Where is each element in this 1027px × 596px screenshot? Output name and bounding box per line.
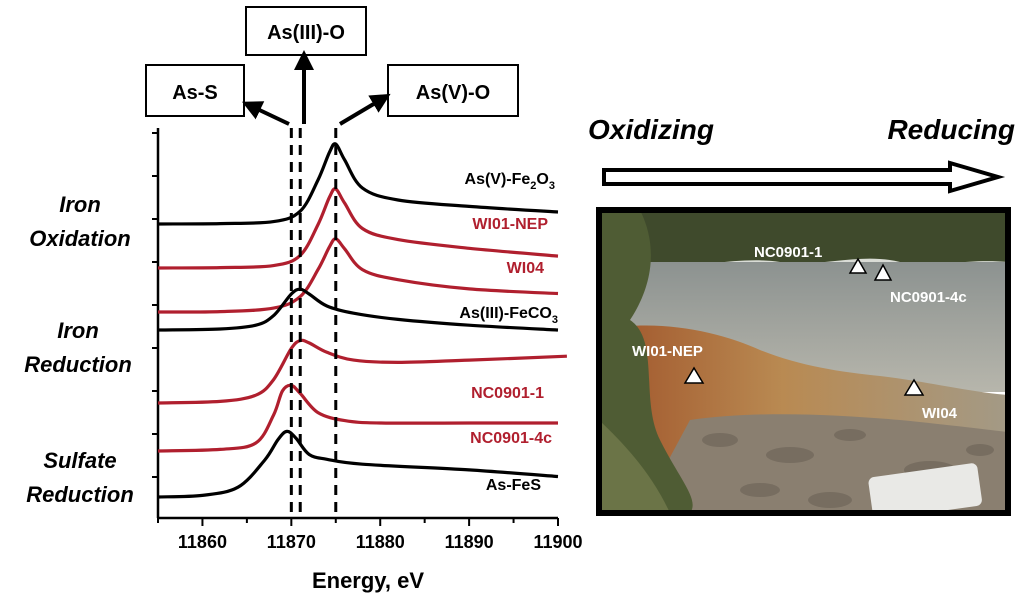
marker-nc0901-4c: [873, 263, 893, 281]
x-tick-label-11860: 11860: [178, 532, 227, 552]
group-label-sulfate-reduction-line1: Sulfate: [43, 448, 116, 473]
callout-text-as-s: As-S: [172, 82, 218, 104]
marker-wi01-nep: [683, 366, 705, 384]
arrow-as-s: [241, 101, 290, 126]
callout-as-v-o: As(V)-O: [338, 64, 519, 126]
marker-label-wi01-nep: WI01-NEP: [632, 343, 703, 360]
x-tick-marks: [157, 518, 559, 526]
series-line-nc0901-1: [157, 338, 567, 405]
series-label-asv-fe2o3: As(V)-Fe2O3: [465, 171, 555, 192]
series-label-wi01-nep: WI01-NEP: [472, 216, 548, 233]
x-tick-label-11890: 11890: [445, 532, 494, 552]
x-tick-label-11870: 11870: [267, 532, 316, 552]
series-line-wi04: [157, 237, 559, 314]
series-label-nc0901-1: NC0901-1: [471, 385, 544, 402]
marker-label-nc0901-4c: NC0901-4c: [890, 289, 967, 306]
group-label-iron-oxidation-line2: Oxidation: [29, 226, 130, 251]
series-line-as-iii-feco3: [157, 287, 559, 332]
group-label-iron-oxidation-line1: Iron: [59, 192, 101, 217]
reducing-label: Reducing: [887, 114, 1015, 145]
arrow-as-v-o: [338, 93, 391, 126]
callout-box-as-s: [145, 64, 245, 117]
y-tick-marks: [152, 132, 158, 478]
process-group-labels: Iron Oxidation Iron Reduction Sulfate Re…: [24, 192, 134, 507]
series-label-as-fes: As-FeS: [486, 477, 541, 494]
x-tick-label-11900: 11900: [533, 532, 582, 552]
photo-frame: [596, 207, 1011, 516]
photo-cooler-box: [868, 463, 982, 513]
marker-wi04: [903, 378, 925, 396]
series-line-as-v-fe2o3: [157, 142, 559, 226]
x-tick-label-11880: 11880: [356, 532, 405, 552]
plot-axes: [152, 128, 559, 526]
callout-as-iii-o: As(III)-O: [245, 6, 367, 124]
series-line-wi01-nep: [157, 187, 559, 270]
callout-as-s: As-S: [145, 64, 290, 126]
series-labels: As(V)-Fe2O3 WI01-NEP WI04 As(III)-FeCO3 …: [459, 171, 558, 494]
photo-vegetation-left: [599, 210, 693, 513]
photo-vegetation-front: [599, 420, 670, 513]
series-label-asiii-feco3: As(III)-FeCO3: [459, 305, 558, 326]
marker-label-nc0901-1: NC0901-1: [754, 244, 822, 261]
callout-box-as-v-o: [387, 64, 519, 117]
sample-site-markers: NC0901-1 NC0901-4c WI01-NEP WI04: [632, 244, 967, 422]
photo-far-trees: [599, 210, 1008, 270]
series-line-nc0901-4c: [157, 383, 558, 453]
x-axis-label: Energy, eV: [312, 568, 424, 593]
callout-box-as-iii-o: [245, 6, 367, 56]
group-label-iron-reduction-line1: Iron: [57, 318, 99, 343]
oxidizing-label: Oxidizing: [588, 114, 714, 145]
group-label-iron-reduction-line2: Reduction: [24, 352, 132, 377]
marker-label-wi04: WI04: [922, 405, 958, 422]
callout-text-as-iii-o: As(III)-O: [267, 22, 345, 44]
x-tick-labels: 11860 11870 11880 11890 11900: [178, 532, 583, 552]
group-label-sulfate-reduction-line2: Reduction: [26, 482, 134, 507]
series-label-wi04: WI04: [507, 260, 544, 277]
series-line-as-fes: [157, 429, 559, 499]
callout-text-as-v-o: As(V)-O: [416, 82, 490, 104]
series-label-nc0901-4c: NC0901-4c: [470, 430, 552, 447]
redox-gradient: Oxidizing Reducing: [588, 114, 1015, 194]
bond-callouts: As-S As(III)-O As(V)-O: [145, 6, 519, 126]
spectra-series: [157, 142, 567, 499]
reference-lines: [289, 128, 338, 518]
marker-nc0901-1: [848, 257, 868, 274]
gradient-arrow: [602, 160, 1006, 194]
field-photo: NC0901-1 NC0901-4c WI01-NEP WI04: [599, 210, 1008, 513]
